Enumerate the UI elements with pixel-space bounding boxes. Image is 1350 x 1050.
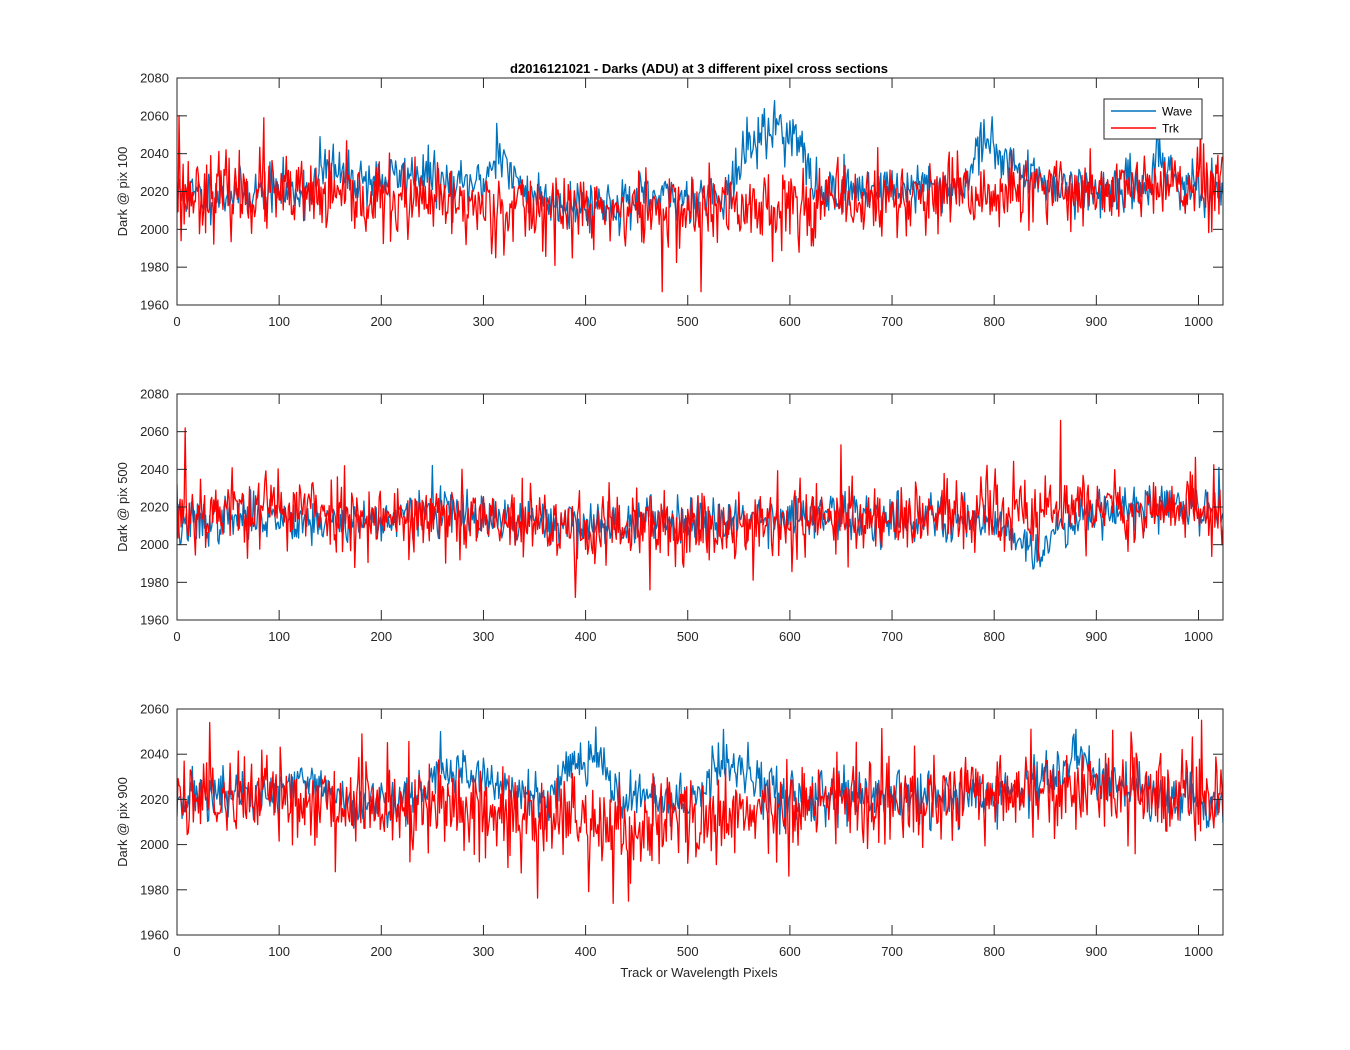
x-tick-label: 800 <box>983 944 1005 959</box>
x-tick-label: 1000 <box>1184 314 1213 329</box>
x-tick-label: 200 <box>370 314 392 329</box>
y-tick-label: 2020 <box>140 792 169 807</box>
x-tick-label: 400 <box>575 314 597 329</box>
y-tick-label: 2080 <box>140 387 169 402</box>
subplot-1: 0 100 200 300 400 500 600 700 800 900 1000 1960 1980… <box>115 71 1224 329</box>
x-tick-label: 600 <box>779 314 801 329</box>
x-tick-label: 0 <box>173 944 180 959</box>
subplot-2: 0 100 200 300 400 500 600 700 800 900 1000 1960 1980… <box>115 387 1224 644</box>
y-axis-label: Dark @ pix 100 <box>115 147 130 237</box>
x-tick-label: 800 <box>983 629 1005 644</box>
x-tick-label: 200 <box>370 944 392 959</box>
legend-box <box>1103 98 1203 140</box>
x-tick-label: 600 <box>779 629 801 644</box>
x-tick-label: 700 <box>881 944 903 959</box>
y-tick-label: 1960 <box>140 928 169 943</box>
legend-label-trk: Trk <box>1162 122 1180 136</box>
legend-label-wave: Wave <box>1162 105 1193 119</box>
y-tick-label: 2040 <box>140 462 169 477</box>
x-tick-label: 700 <box>881 629 903 644</box>
x-tick-label: 700 <box>881 314 903 329</box>
figure-title: d2016121021 - Darks (ADU) at 3 different… <box>510 61 888 76</box>
y-tick-label: 1960 <box>140 613 169 628</box>
series-trk-line <box>177 419 1223 599</box>
legend: Wave Trk <box>1103 98 1203 140</box>
x-tick-label: 900 <box>1085 314 1107 329</box>
y-tick-label: 2040 <box>140 747 169 762</box>
x-tick-label: 500 <box>677 629 699 644</box>
y-tick-label: 2000 <box>140 837 169 852</box>
x-tick-label: 300 <box>473 314 495 329</box>
x-tick-label: 400 <box>575 944 597 959</box>
y-tick-label: 2020 <box>140 500 169 515</box>
y-axis-label: Dark @ pix 900 <box>115 777 130 867</box>
y-tick-label: 2000 <box>140 537 169 552</box>
x-tick-label: 900 <box>1085 629 1107 644</box>
axes-box <box>176 708 1224 936</box>
y-tick-label: 1980 <box>140 882 169 897</box>
y-tick-label: 2060 <box>140 108 169 123</box>
x-tick-label: 800 <box>983 314 1005 329</box>
y-tick-label: 1980 <box>140 575 169 590</box>
x-tick-label: 0 <box>173 629 180 644</box>
x-tick-label: 300 <box>473 629 495 644</box>
y-tick-label: 2040 <box>140 146 169 161</box>
x-tick-label: 0 <box>173 314 180 329</box>
x-tick-label: 200 <box>370 629 392 644</box>
x-tick-label: 100 <box>268 629 290 644</box>
plot-area <box>177 709 1223 935</box>
x-tick-label: 900 <box>1085 944 1107 959</box>
x-tick-label: 1000 <box>1184 629 1213 644</box>
x-tick-label: 500 <box>677 314 699 329</box>
series-trk-line <box>177 115 1223 293</box>
x-tick-label: 300 <box>473 944 495 959</box>
x-tick-label: 400 <box>575 629 597 644</box>
x-tick-label: 600 <box>779 944 801 959</box>
y-tick-label: 2060 <box>140 702 169 717</box>
x-tick-label: 1000 <box>1184 944 1213 959</box>
y-tick-label: 1960 <box>140 298 169 313</box>
series-trk-line <box>177 719 1223 905</box>
x-axis-label: Track or Wavelength Pixels <box>620 965 778 980</box>
x-tick-label: 500 <box>677 944 699 959</box>
x-tick-label: 100 <box>268 314 290 329</box>
y-tick-label: 2000 <box>140 222 169 237</box>
x-tick-label: 100 <box>268 944 290 959</box>
y-tick-label: 2080 <box>140 71 169 86</box>
y-tick-label: 1980 <box>140 260 169 275</box>
y-axis-label: Dark @ pix 500 <box>115 462 130 552</box>
subplot-panels: 0 100 200 300 400 500 600 700 800 900 100019601980… <box>115 71 1224 959</box>
subplot-3: 0 100 200 300 400 500 600 700 800 900 1000 1960 1980… <box>115 702 1224 959</box>
y-tick-label: 2060 <box>140 424 169 439</box>
y-tick-label: 2020 <box>140 184 169 199</box>
